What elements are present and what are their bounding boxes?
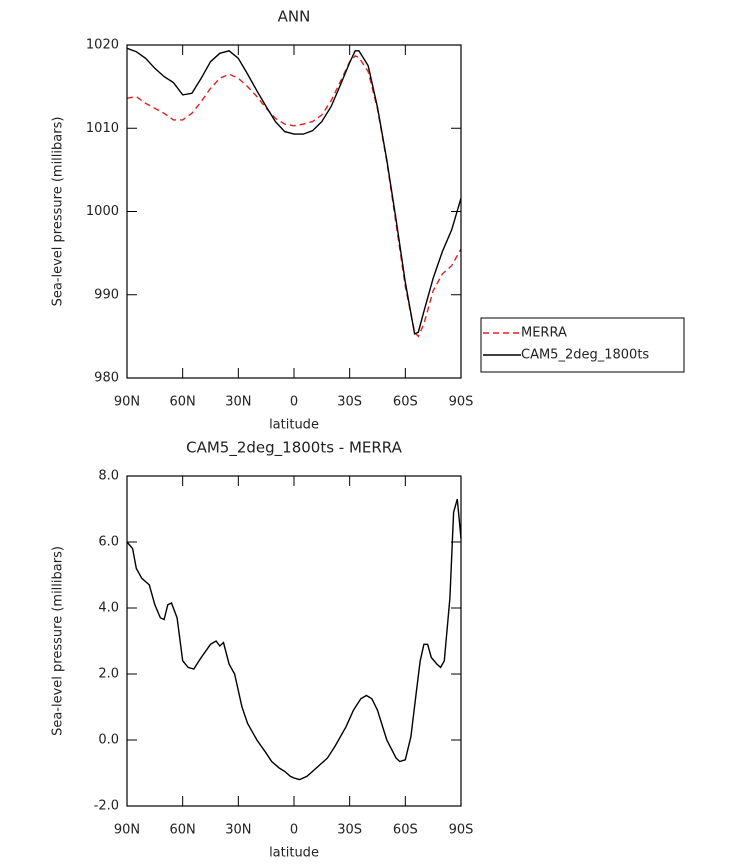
series-line [126, 498, 462, 781]
x-axis-label: latitude [269, 846, 319, 861]
y-tick-label: 1000 [86, 204, 119, 219]
y-tick-label: 8.0 [98, 469, 119, 484]
chart-title: ANN [278, 8, 311, 26]
series-line [126, 54, 462, 338]
x-tick-label: 90N [114, 395, 140, 410]
x-tick-label: 30N [225, 823, 251, 838]
y-axis-label: Sea-level pressure (millibars) [51, 546, 66, 736]
legend-label: MERRA [521, 326, 567, 341]
x-axis-label: latitude [269, 418, 319, 433]
y-tick-label: 0.0 [98, 733, 119, 748]
x-tick-label: 60N [170, 823, 196, 838]
y-tick-label: 2.0 [98, 667, 119, 682]
y-tick-label: -2.0 [94, 799, 119, 814]
x-tick-label: 30N [225, 395, 251, 410]
x-tick-label: 90S [449, 823, 474, 838]
chart-title: CAM5_2deg_1800ts - MERRA [186, 439, 403, 458]
x-tick-label: 90S [449, 395, 474, 410]
x-tick-label: 60S [393, 395, 418, 410]
x-tick-label: 60S [393, 823, 418, 838]
x-tick-label: 60N [170, 395, 196, 410]
legend-box [480, 317, 685, 373]
plot-frame [126, 44, 462, 379]
y-tick-label: 1010 [86, 121, 119, 136]
plot-frame [126, 475, 462, 807]
y-tick-label: 6.0 [98, 535, 119, 550]
series-line [126, 47, 462, 335]
y-tick-label: 980 [94, 371, 119, 386]
x-tick-label: 30S [337, 395, 362, 410]
y-tick-label: 990 [94, 287, 119, 302]
y-tick-label: 1020 [86, 38, 119, 53]
legend-label: CAM5_2deg_1800ts [521, 348, 649, 363]
y-axis-label: Sea-level pressure (millibars) [51, 117, 66, 307]
x-tick-label: 0 [290, 823, 298, 838]
x-tick-label: 30S [337, 823, 362, 838]
y-tick-label: 4.0 [98, 601, 119, 616]
x-tick-label: 90N [114, 823, 140, 838]
x-tick-label: 0 [290, 395, 298, 410]
